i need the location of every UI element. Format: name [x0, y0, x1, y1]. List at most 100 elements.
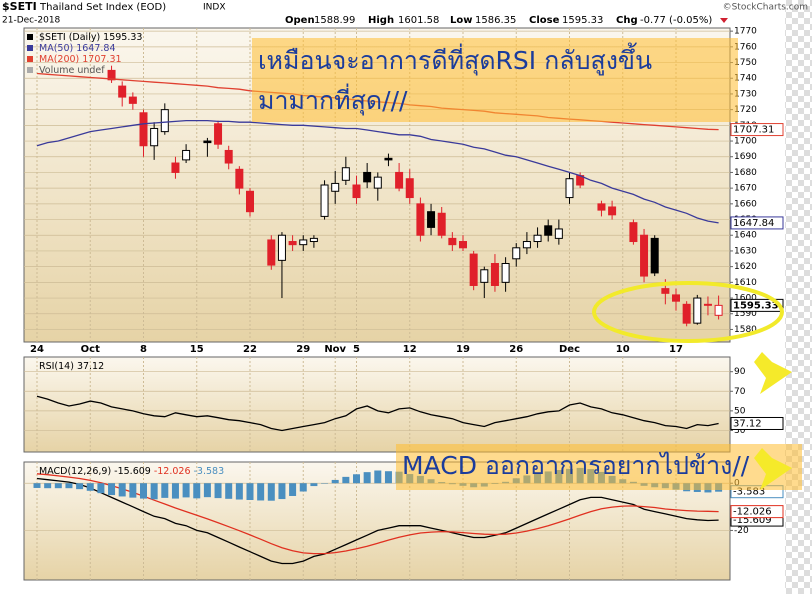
histogram-bar: [129, 483, 137, 498]
candle-body: [107, 69, 116, 81]
y-tick-label: 1730: [734, 89, 757, 99]
y-tick-label: 1590: [734, 309, 757, 319]
histogram-bar: [171, 483, 179, 499]
x-tick-label: 8: [140, 344, 147, 355]
histogram-bar: [257, 483, 265, 501]
candle-body: [160, 109, 169, 133]
candle-body: [118, 85, 127, 98]
arrow: [754, 448, 792, 490]
candle-body: [640, 234, 649, 277]
histogram-bar: [331, 479, 339, 484]
y-tick-label: 50: [734, 406, 746, 416]
y-tick-label: 1680: [734, 168, 757, 178]
y-tick-label: 30: [734, 426, 746, 436]
histogram-bar: [193, 483, 201, 499]
y-tick-label: 1660: [734, 199, 757, 209]
x-tick-label: 17: [669, 344, 683, 355]
candle-body: [629, 222, 638, 243]
close-label: Close: [529, 15, 560, 26]
y-tick-label: 70: [734, 387, 746, 397]
candle-body: [352, 184, 361, 199]
y-tick-label: 1640: [734, 231, 757, 241]
change-value: -0.77 (-0.05%): [640, 15, 712, 26]
legend-text: 1707.31: [82, 54, 121, 65]
x-tick-label: Oct: [81, 344, 100, 355]
histogram-bar: [246, 483, 254, 500]
candle-body: [277, 234, 286, 261]
y-tick-label: 1740: [734, 74, 757, 84]
panel-bg: [23, 356, 731, 453]
candle-body: [224, 149, 233, 164]
histogram-bar: [150, 483, 158, 500]
legend-entry: RSI(14) 37.12: [39, 361, 104, 372]
legend-entry: MACD(12,26,9) -15.609 -12.026 -3.583: [39, 466, 224, 477]
legend-swatch: [27, 34, 33, 40]
candle-body: [427, 211, 436, 228]
histogram-bar: [299, 483, 307, 492]
histogram-bar: [65, 483, 73, 489]
y-tick-label: -20: [734, 526, 749, 536]
y-tick-label: 1600: [734, 294, 757, 304]
line: [36, 477, 719, 565]
candle-body: [416, 203, 425, 236]
annotation: MACD ออกอาการอยากไปข้าง//: [402, 451, 750, 480]
x-tick-label: 29: [296, 344, 310, 355]
histogram-bar: [214, 483, 222, 499]
source: ©StockCharts.com: [723, 3, 808, 13]
candle-body: [246, 190, 254, 213]
histogram-bar: [267, 483, 275, 501]
candle-body: [448, 237, 457, 246]
legend-text: RSI(14): [39, 361, 74, 372]
histogram-bar: [342, 476, 350, 484]
histogram-bar: [76, 483, 84, 490]
y-tick-label: 1610: [734, 278, 757, 288]
symbol: $SETI: [2, 0, 37, 13]
legend-entry: MA(50) 1647.84: [39, 43, 116, 54]
date: 21-Dec-2018: [2, 16, 61, 26]
candle-body: [608, 206, 617, 216]
y-tick-label: 1630: [734, 246, 757, 256]
candle-body: [267, 239, 276, 266]
y-tick-label: 1670: [734, 184, 757, 194]
candle-body: [512, 247, 521, 260]
candle-body: [214, 123, 223, 145]
x-tick-label: 24: [30, 344, 44, 355]
x-tick-label: 10: [616, 344, 630, 355]
legend-text: MACD(12,26,9): [39, 466, 111, 477]
candle-body: [235, 168, 244, 189]
candle-body: [309, 237, 318, 243]
histogram-bar: [203, 483, 211, 498]
candle-body: [533, 234, 542, 243]
candle-body: [650, 237, 659, 274]
value-box: [730, 416, 784, 430]
y-tick-label: 90: [734, 367, 746, 377]
candle-body: [501, 263, 510, 283]
histogram-bar: [374, 470, 382, 484]
candle-body: [331, 182, 340, 192]
candle-body: [395, 171, 404, 189]
histogram-bar: [44, 483, 52, 489]
value-box-label: 1647.84: [733, 218, 774, 229]
candle-body: [288, 241, 297, 246]
candle-body: [554, 228, 563, 239]
candle-body: [693, 297, 702, 324]
legend-entry: Volume undef: [39, 65, 105, 76]
histogram-bar: [140, 483, 147, 499]
value-box: [730, 123, 784, 137]
candle-body: [299, 239, 308, 246]
histogram-bar: [278, 483, 286, 500]
candle-body: [469, 253, 478, 286]
legend-text: -3.583: [194, 466, 225, 477]
x-tick-label: 12: [403, 344, 417, 355]
annotation-box: [396, 444, 802, 490]
histogram-bar: [161, 483, 169, 498]
y-tick-label: 1750: [734, 58, 757, 68]
arrow: [754, 352, 792, 394]
high-value: 1601.58: [398, 15, 439, 26]
annotation: เหมือนจะอาการดีที่สุดRSI กลับสูงขึ้น: [258, 42, 652, 76]
candle-body: [714, 304, 723, 316]
legend-text: MA(50): [39, 43, 73, 54]
x-tick-label: Dec: [559, 344, 580, 355]
high-label: High: [368, 15, 394, 26]
x-tick-label: Nov: [324, 344, 346, 355]
